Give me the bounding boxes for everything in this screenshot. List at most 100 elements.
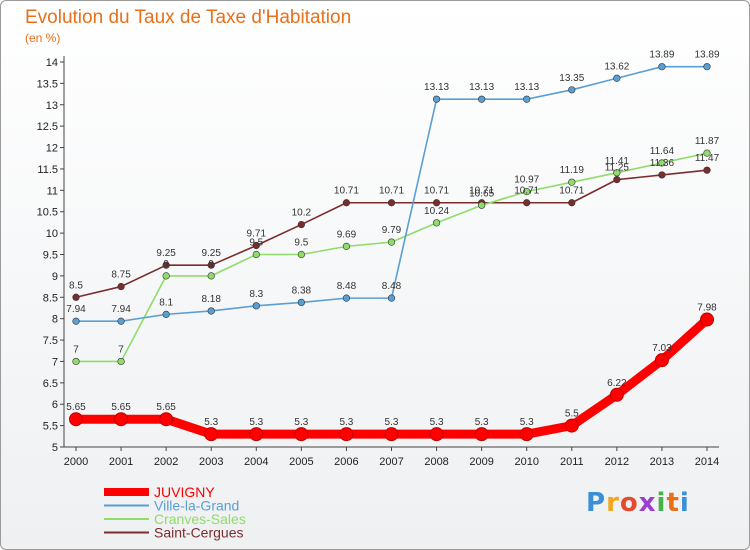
data-point [568, 199, 576, 207]
x-tick-label: 2005 [289, 456, 313, 468]
data-point [478, 201, 486, 209]
x-tick-label: 2007 [379, 456, 403, 468]
data-label: 9.25 [201, 248, 221, 259]
data-point [117, 282, 125, 291]
data-point [568, 178, 576, 186]
data-point [162, 261, 170, 269]
x-tick-label: 2000 [64, 456, 88, 468]
data-point [297, 298, 305, 307]
data-point [703, 63, 711, 71]
logo-letter: i [679, 488, 690, 518]
data-point [162, 272, 170, 280]
data-point [523, 199, 531, 207]
y-tick-label: 14 [46, 57, 58, 69]
proxiti-logo: Proxiti [586, 488, 690, 518]
data-point [342, 294, 351, 302]
data-label: 10.71 [424, 186, 449, 197]
y-tick-label: 9 [52, 271, 58, 283]
x-tick-label: 2010 [514, 456, 538, 468]
x-tick-label: 2011 [560, 456, 584, 468]
data-label: 5.3 [249, 417, 263, 428]
data-point [297, 250, 305, 259]
data-point [432, 199, 441, 207]
data-label: 7.03 [652, 343, 672, 354]
x-tick-label: 2004 [244, 456, 268, 468]
y-tick-label: 5.5 [43, 421, 58, 433]
logo-letter: i [656, 488, 667, 518]
data-point [252, 241, 260, 250]
data-point [523, 95, 531, 103]
data-label: 8.48 [382, 281, 402, 292]
data-label: 5.3 [385, 417, 399, 428]
y-tick-label: 12.5 [37, 121, 58, 133]
data-label: 13.89 [649, 50, 674, 61]
data-point [249, 427, 264, 442]
data-label: 5.65 [156, 402, 176, 413]
data-label: 13.89 [694, 50, 719, 61]
data-label: 9.5 [249, 238, 263, 249]
data-point [72, 293, 80, 301]
data-point [114, 412, 129, 427]
data-label: 9.25 [156, 248, 176, 259]
data-label: 8.1 [159, 297, 173, 308]
data-label: 8.48 [337, 281, 357, 292]
x-tick-label: 2014 [695, 456, 719, 468]
data-label: 13.35 [559, 73, 584, 84]
y-tick-label: 9.5 [43, 250, 58, 262]
x-tick-label: 2012 [605, 456, 629, 468]
data-point [568, 86, 576, 94]
data-point [294, 427, 309, 442]
data-point [159, 412, 174, 427]
data-label: 8.18 [201, 294, 221, 305]
data-label: 10.71 [469, 186, 494, 197]
data-point [432, 95, 441, 103]
data-point [72, 357, 80, 366]
data-label: 11.41 [605, 156, 630, 167]
series-1 [72, 63, 711, 325]
data-point [478, 95, 486, 103]
data-label: 7 [73, 344, 79, 355]
data-point [432, 219, 441, 227]
x-tick-label: 2008 [424, 456, 448, 468]
data-label: 13.13 [424, 82, 449, 93]
data-label: 11.25 [605, 163, 630, 174]
data-label: 5.3 [294, 417, 308, 428]
data-point [564, 418, 579, 433]
data-point [613, 74, 621, 82]
data-point [69, 412, 83, 427]
data-point [342, 242, 351, 250]
data-point [613, 176, 621, 184]
x-tick-label: 2002 [154, 456, 178, 468]
y-tick-label: 8 [52, 314, 58, 326]
data-point [429, 427, 444, 442]
data-label: 9.69 [337, 229, 357, 240]
data-point [658, 159, 666, 167]
legend-label: JUVIGNY [154, 484, 215, 500]
data-point [703, 149, 711, 157]
logo-letter: P [586, 488, 607, 518]
data-label: 10.71 [514, 186, 539, 197]
y-tick-label: 13.5 [37, 78, 58, 90]
data-label: 9 [208, 259, 214, 270]
legend: JUVIGNYVille-la-GrandCranves-SalesSaint-… [104, 484, 246, 541]
data-label: 9.71 [247, 229, 267, 240]
data-point [342, 199, 351, 207]
data-point [700, 312, 714, 327]
data-label: 7 [118, 344, 124, 355]
logo-letter: o [619, 488, 639, 518]
data-label: 9.5 [294, 238, 308, 249]
data-label: 11.36 [650, 158, 675, 169]
data-point [207, 307, 215, 315]
data-label: 11.47 [695, 153, 720, 164]
data-point [162, 310, 170, 318]
data-point [252, 250, 260, 259]
data-label: 5.65 [66, 402, 86, 413]
x-tick-label: 2001 [109, 456, 133, 468]
data-point [613, 169, 621, 177]
data-label: 7.94 [66, 304, 86, 315]
y-tick-label: 10.5 [37, 207, 58, 219]
data-label: 5.3 [204, 417, 218, 428]
data-label: 7.98 [697, 303, 717, 314]
data-label: 9.79 [382, 225, 402, 236]
data-point [339, 427, 354, 442]
